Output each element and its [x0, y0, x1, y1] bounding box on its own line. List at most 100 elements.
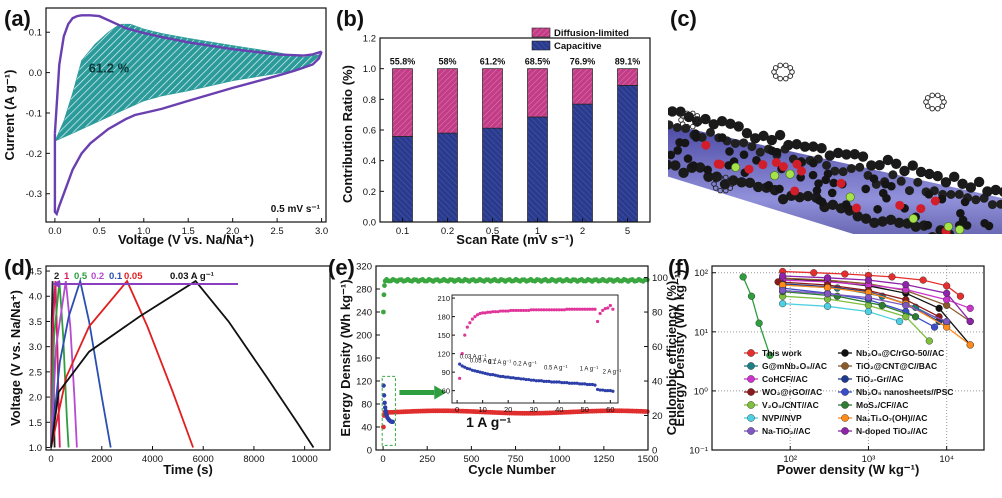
- carbon-atom: [802, 190, 814, 202]
- carbon-atom: [996, 199, 1002, 209]
- panel-label-a: (a): [4, 6, 31, 31]
- initial-energy-point: [382, 405, 388, 410]
- inset-ytick-2: 120: [437, 350, 450, 359]
- bar-label-0: 55.8%: [390, 57, 416, 67]
- inset-ce-point: [583, 307, 587, 311]
- legend-label-1: Nb₂O₅@C/rGO-50//AC: [856, 348, 944, 358]
- inset-energy-point: [570, 381, 574, 385]
- inset-ce-point: [603, 306, 607, 311]
- inset-ce-point: [557, 308, 561, 312]
- carbon-atom: [899, 165, 910, 177]
- carbon-atom: [739, 138, 749, 148]
- inset-ce-point: [572, 307, 577, 311]
- ragone-point-10: [823, 302, 832, 310]
- inset-ce-point: [527, 308, 531, 313]
- inset-ce-point: [478, 311, 482, 316]
- carbon-atom: [940, 177, 952, 188]
- inset-ce-point: [483, 311, 487, 315]
- legend-marker-5: [841, 375, 849, 383]
- carbon-atom: [843, 203, 853, 213]
- inset-energy-point: [565, 381, 569, 385]
- inset-ce-point: [601, 308, 605, 313]
- carbon-atom: [683, 154, 693, 163]
- xtick-e-4: 1000: [549, 454, 570, 465]
- oxygen-atom: [851, 203, 861, 213]
- current-density-label: 1 A g⁻¹: [466, 414, 512, 430]
- carbon-atom: [904, 186, 914, 196]
- molecule-atom: [684, 110, 690, 117]
- carbon-atom: [915, 166, 927, 178]
- molecule-atom: [727, 177, 734, 183]
- ragone-point-11: [823, 284, 832, 292]
- inset-ce-point: [544, 308, 549, 312]
- cv-cathodic-curve: [53, 51, 323, 217]
- ytick-a-0: -0.3: [26, 189, 42, 200]
- ragone-point-1: [935, 304, 943, 312]
- inset-ce-point: [534, 308, 538, 312]
- panel-label-e: (e): [328, 255, 355, 280]
- legend-marker-8: [747, 401, 755, 409]
- inset-energy-point: [509, 376, 513, 380]
- carbon-atom: [973, 176, 985, 188]
- ytick-b-4: 0.8: [363, 95, 376, 106]
- cv-chart: 0.0 0.5 1.0 1.5 2.0 2.5 3.0 -0.3 -0.2 -0.1 0.0 0.1 V…: [2, 7, 328, 247]
- inset-energy-point: [547, 379, 551, 383]
- carbon-atom: [719, 179, 731, 190]
- inset-ce-point: [611, 307, 615, 311]
- xtick-d-4: 8000: [243, 454, 264, 465]
- ragone-line-12: [782, 289, 947, 323]
- inset-ce-point: [539, 308, 543, 312]
- inset-ce-point: [550, 308, 554, 312]
- inset-energy-point: [514, 376, 518, 380]
- inset-ce-point: [468, 321, 472, 325]
- inset-ce-point: [493, 310, 498, 314]
- molecule-atom: [787, 73, 794, 79]
- inset-energy-point: [473, 369, 477, 373]
- bar-diffusion-5: [617, 68, 638, 86]
- inset-ce-point: [465, 325, 469, 329]
- plot-frame-a: [45, 7, 327, 223]
- rate-arrow-head: [52, 280, 60, 288]
- ylabel-b: Contribution Ratio (%): [340, 65, 355, 203]
- xtick-a-5: 2.5: [271, 226, 284, 237]
- plot-frame-f: [711, 265, 985, 451]
- dopant-atom: [845, 192, 855, 202]
- carbon-atom: [832, 147, 844, 159]
- carbon-atom: [783, 139, 794, 151]
- ytick-b-6: 1.2: [363, 34, 376, 45]
- carbon-atom: [928, 231, 937, 234]
- inset-ce-point: [504, 309, 508, 313]
- ragone-line-0: [782, 270, 961, 297]
- legend-label-3: TiO₂@CNT@C//BAC: [856, 361, 937, 371]
- inset-energy-point: [608, 389, 612, 393]
- inset-energy-point: [611, 389, 615, 393]
- legend-label-0: This work: [762, 348, 802, 358]
- contribution-bar-chart: 55.8% 0.1 58% 0.2 61.2% 0.5 68.5% 1 76.9% 2 89.1% 5…: [340, 27, 651, 247]
- plot-frame-b: [379, 37, 651, 223]
- inset-energy-point: [555, 380, 559, 384]
- ragone-point-14: [739, 273, 747, 281]
- inset-energy-point: [572, 381, 577, 385]
- zoom-arrow-head: [434, 385, 447, 400]
- carbon-atom: [772, 147, 782, 157]
- carbon-atom: [958, 215, 968, 225]
- legend-marker-0: [747, 349, 755, 357]
- ragone-point-0: [810, 269, 818, 277]
- legend-label-7: Nb₂O₅ nanosheets//PSC: [856, 387, 953, 397]
- y2tick-e-0: 0: [652, 446, 657, 457]
- inset-energy-point: [481, 371, 485, 375]
- panel-label-c: (c): [670, 6, 697, 31]
- ytick-b-0: 0.0: [363, 218, 376, 229]
- ragone-point-10: [895, 317, 904, 326]
- y2label-e: Coulombic efficiency (%): [664, 281, 679, 436]
- bar-diffusion-2: [482, 68, 503, 129]
- xtick-a-2: 1.0: [137, 226, 150, 237]
- carbon-atom: [985, 247, 995, 257]
- molecule-atom: [935, 105, 941, 112]
- oxygen-atom: [836, 178, 846, 188]
- inset-rate-label-4: 0.5 A g⁻¹: [544, 366, 568, 372]
- carbon-atom: [866, 160, 877, 171]
- ytick-a-3: 0.0: [29, 68, 42, 79]
- carbon-atom: [791, 139, 802, 150]
- inset-xtick-4: 40: [555, 405, 563, 414]
